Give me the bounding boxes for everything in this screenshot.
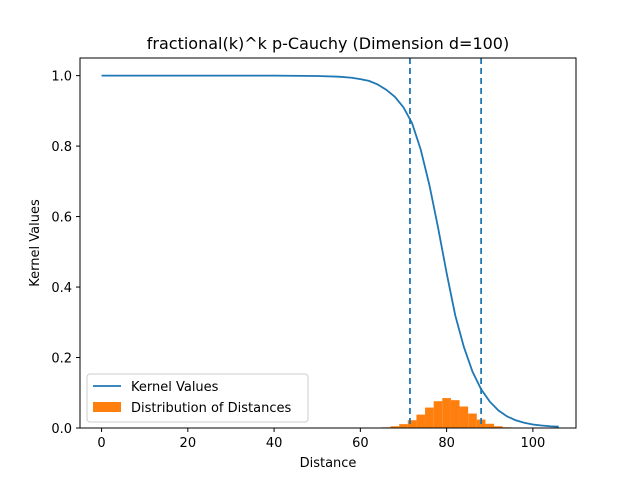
histogram-bar [399, 424, 408, 428]
plot-area [101, 58, 559, 428]
x-tick-label: 0 [97, 436, 105, 451]
legend-kernel-label: Kernel Values [131, 380, 219, 395]
legend: Kernel Values Distribution of Distances [86, 373, 309, 423]
histogram-bar [416, 414, 426, 428]
histogram-bar [390, 426, 400, 428]
chart-title: fractional(k)^k p-Cauchy (Dimension d=10… [147, 34, 509, 53]
histogram-bar [442, 398, 451, 428]
kernel-values-line [101, 74, 559, 428]
y-tick-label: 0.6 [51, 211, 72, 226]
y-axis-label: Kernel Values [28, 199, 43, 287]
histogram-bar [407, 420, 417, 428]
x-tick-label: 100 [520, 436, 545, 451]
histogram-bar [433, 401, 443, 428]
axes: 0 20 40 60 80 100 0.0 0.2 0.4 0.6 0.8 1.0 [51, 57, 577, 451]
y-tick-label: 0.2 [51, 352, 72, 367]
x-axis-label: Distance [300, 456, 357, 471]
x-tick-label: 40 [266, 436, 283, 451]
legend-distribution-swatch [93, 402, 121, 412]
axes-frame [79, 57, 577, 429]
histogram-bar [425, 407, 434, 428]
histogram-bar [468, 413, 477, 428]
x-tick-label: 60 [352, 436, 369, 451]
y-tick-label: 0.0 [51, 422, 72, 437]
x-tick-label: 20 [180, 436, 197, 451]
histogram-bar [485, 423, 495, 428]
x-tick-label: 80 [438, 436, 455, 451]
histogram-bar [494, 426, 503, 428]
y-tick-label: 0.4 [51, 281, 72, 296]
histogram-bar [459, 406, 469, 428]
legend-box [86, 373, 309, 423]
histogram-bar [450, 400, 460, 428]
y-tick-label: 0.8 [51, 140, 72, 155]
legend-distribution-label: Distribution of Distances [131, 401, 291, 416]
y-tick-label: 1.0 [51, 70, 72, 85]
